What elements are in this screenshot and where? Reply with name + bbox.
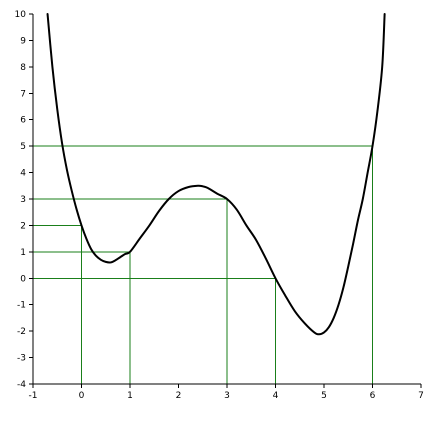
y-tick-label-8: 4: [20, 169, 26, 179]
x-tick-label-4: 3: [224, 391, 230, 401]
y-tick-label-0: -4: [17, 380, 26, 390]
series-line-0: [46, 13, 386, 336]
y-tick-label-5: 1: [20, 248, 26, 258]
series-group: [46, 13, 386, 336]
y-tick-label-13: 9: [20, 36, 26, 46]
x-tick-label-1: 0: [79, 391, 85, 401]
x-tick-label-0: -1: [29, 391, 38, 401]
y-tick-label-11: 7: [20, 89, 26, 99]
ticks: -4 -3 -2 -1 0 1 2 3 4 5 6 7 8 9 10 -1 0 1 2 3 4 5 6 7: [15, 10, 424, 401]
y-tick-label-6: 2: [20, 221, 26, 231]
x-tick-label-5: 4: [273, 391, 279, 401]
x-tick-label-2: 1: [127, 391, 133, 401]
x-tick-label-3: 2: [176, 391, 182, 401]
y-tick-label-2: -2: [17, 327, 26, 337]
y-tick-label-1: -3: [17, 354, 26, 364]
y-tick-label-4: 0: [20, 274, 26, 284]
x-tick-label-8: 7: [418, 391, 424, 401]
x-tick-label-6: 5: [321, 391, 327, 401]
y-tick-label-10: 6: [20, 116, 26, 126]
y-tick-label-14: 10: [15, 10, 27, 20]
y-tick-label-12: 8: [20, 63, 26, 73]
x-tick-label-7: 6: [370, 391, 376, 401]
y-tick-label-7: 3: [20, 195, 26, 205]
y-tick-label-9: 5: [20, 142, 26, 152]
guide-lines: [33, 145, 373, 384]
y-tick-label-3: -1: [17, 301, 26, 311]
